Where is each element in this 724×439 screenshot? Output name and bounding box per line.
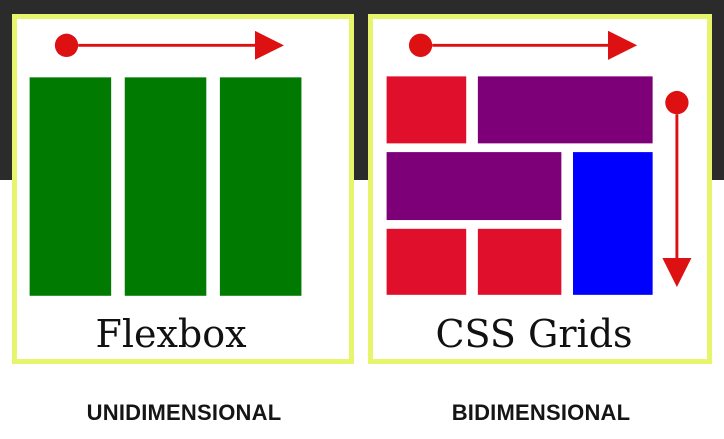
- grid-cell-purple-top-wide: [477, 76, 653, 144]
- flex-item-2: [124, 77, 207, 296]
- css-grid-diagram: [386, 30, 692, 295]
- grid-horizontal-axis-start-dot: [408, 33, 433, 57]
- grid-cell-red-bottom-middle: [477, 228, 562, 295]
- flexbox-caption: Flexbox: [95, 312, 247, 356]
- grid-cell-blue-tall: [573, 152, 653, 295]
- flex-item-1: [29, 77, 112, 296]
- flex-item-3: [219, 77, 302, 296]
- grid-cell-purple-middle-wide: [386, 152, 562, 221]
- unidimensional-label: UNIDIMENSIONAL: [86, 400, 282, 425]
- flexbox-panel: Flexbox: [12, 14, 354, 364]
- flex-axis-start-dot: [54, 33, 79, 57]
- css-grid-panel: CSS Grids: [368, 14, 712, 364]
- grid-vertical-axis-start-dot: [665, 90, 689, 115]
- bidimensional-label: BIDIMENSIONAL: [451, 400, 631, 425]
- grid-cell-red-top-left: [386, 76, 467, 144]
- css-grids-caption: CSS Grids: [435, 312, 633, 356]
- grid-cell-red-bottom-left: [386, 228, 467, 295]
- flexbox-diagram: [29, 30, 302, 296]
